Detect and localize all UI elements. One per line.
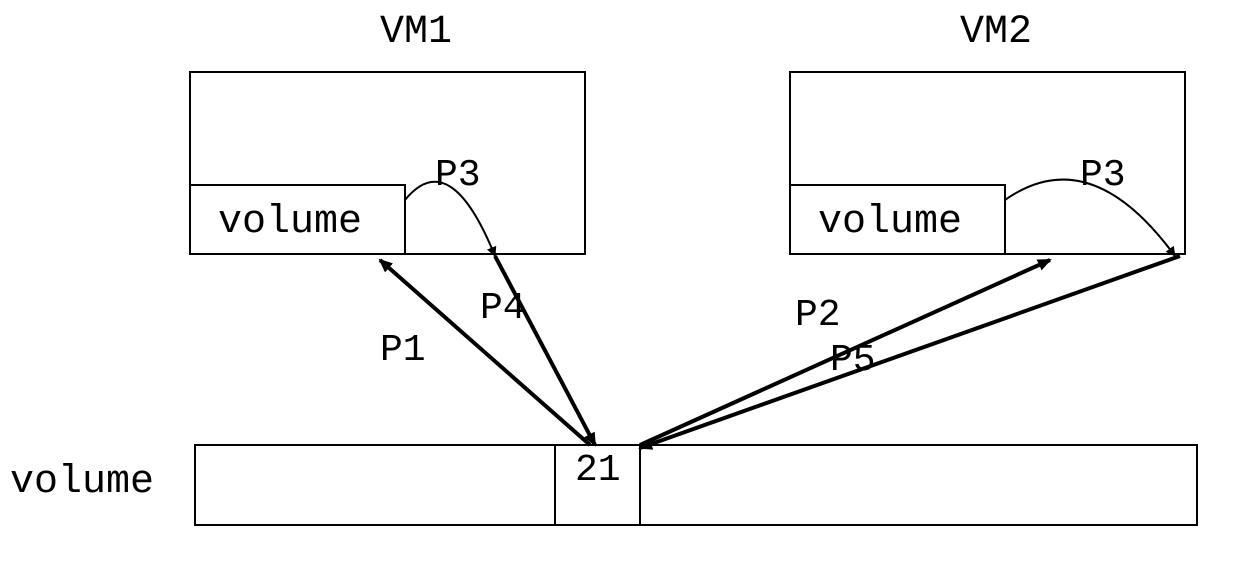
bottom-volume-box [195, 445, 1197, 525]
p2-label: P2 [795, 294, 841, 337]
p5-line [640, 256, 1180, 448]
p3a-label: P3 [435, 154, 481, 197]
p4-label: P4 [480, 287, 526, 330]
vm1-title: VM1 [380, 10, 452, 55]
p3b-label: P3 [1080, 154, 1126, 197]
p4-line [495, 256, 595, 445]
vm1-volume-label: volume [218, 200, 362, 245]
p1-label: P1 [380, 329, 426, 372]
bottom-volume-label: volume [10, 460, 154, 505]
cell21-label: 21 [575, 449, 621, 492]
p5-label: P5 [830, 339, 876, 382]
vm2-title: VM2 [960, 10, 1032, 55]
vm2-volume-label: volume [818, 200, 962, 245]
